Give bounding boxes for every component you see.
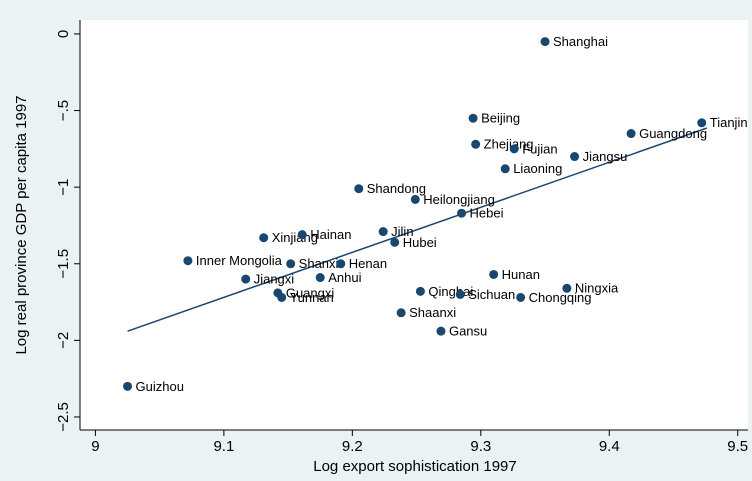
point [336, 259, 346, 269]
point [123, 381, 133, 391]
y-tick-label: 0 [55, 30, 72, 38]
point [697, 118, 707, 128]
point-label: Anhui [328, 270, 361, 285]
point-label: Fujian [522, 141, 557, 156]
point-label: Sichuan [468, 287, 515, 302]
point-label: Henan [349, 256, 387, 271]
point-label: Shanghai [553, 34, 608, 49]
y-axis-title: Log real province GDP per capita 1997 [13, 95, 30, 354]
point-label: Ningxia [575, 281, 619, 296]
point [436, 326, 446, 336]
point-label: Jiangxi [254, 272, 295, 287]
point [468, 113, 478, 123]
x-tick-label: 9.4 [599, 438, 620, 455]
y-tick-label: −2.5 [55, 402, 72, 432]
point [570, 152, 580, 162]
point-label: Hainan [310, 227, 351, 242]
point-label: Shanxi [299, 256, 339, 271]
point [297, 230, 307, 240]
point-label: Shandong [367, 181, 426, 196]
fit-line [127, 127, 708, 332]
plot-area [80, 20, 748, 430]
point-label: Yunnan [290, 290, 334, 305]
point [500, 164, 510, 174]
point-label: Liaoning [513, 161, 562, 176]
point [415, 286, 425, 296]
point-label: Guizhou [136, 379, 184, 394]
point [457, 208, 467, 218]
point-label: Jilin [391, 224, 413, 239]
point [509, 144, 519, 154]
x-axis-title: Log export sophistication 1997 [313, 458, 516, 475]
point [183, 256, 193, 266]
x-tick-label: 9.3 [470, 438, 491, 455]
point [241, 274, 251, 284]
point-label: Gansu [449, 324, 487, 339]
point [390, 237, 400, 247]
point-label: Beijing [481, 111, 520, 126]
y-tick-label: −1.5 [55, 249, 72, 279]
point-label: Tianjin [710, 115, 748, 130]
point-label: Guangxi [286, 285, 335, 300]
point-label: Inner Mongolia [196, 253, 283, 268]
point [562, 283, 572, 293]
x-tick-label: 9 [91, 438, 99, 455]
y-tick-label: −.5 [55, 100, 72, 121]
y-tick-label: −1 [55, 179, 72, 196]
point [455, 289, 465, 299]
point-label: Hunan [502, 267, 540, 282]
point [626, 129, 636, 139]
point-label: Chongqing [529, 290, 592, 305]
point-label: Jiangsu [583, 149, 628, 164]
y-tick-label: −2 [55, 332, 72, 349]
point-label: Heilongjiang [423, 192, 495, 207]
point [489, 269, 499, 279]
point [410, 194, 420, 204]
x-tick-label: 9.5 [727, 438, 748, 455]
point [516, 292, 526, 302]
point [354, 184, 364, 194]
point-label: Guangdong [639, 126, 707, 141]
point [315, 273, 325, 283]
point [540, 37, 550, 47]
x-tick-label: 9.1 [213, 438, 234, 455]
point [378, 227, 388, 237]
point [396, 308, 406, 318]
point [259, 233, 269, 243]
point-label: Zhejiang [484, 137, 534, 152]
point [286, 259, 296, 269]
point-label: Qinghai [428, 284, 473, 299]
point [277, 292, 287, 302]
point-label: Hubei [403, 235, 437, 250]
x-tick-label: 9.2 [342, 438, 363, 455]
point-label: Hebei [470, 206, 504, 221]
point [471, 139, 481, 149]
point-label: Shaanxi [409, 305, 456, 320]
